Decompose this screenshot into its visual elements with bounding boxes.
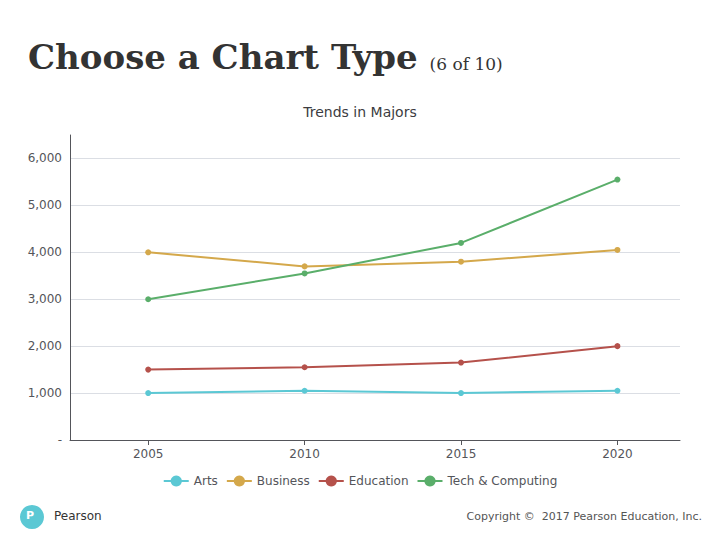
svg-text:2010: 2010	[289, 447, 320, 461]
svg-text:Arts: Arts	[194, 474, 218, 488]
svg-text:Education: Education	[349, 474, 409, 488]
svg-text:Choose a Chart Type: Choose a Chart Type	[28, 37, 418, 77]
svg-text:4,000: 4,000	[28, 245, 62, 259]
svg-text:(6 of 10): (6 of 10)	[430, 54, 503, 74]
svg-text:Trends in Majors: Trends in Majors	[302, 104, 416, 120]
svg-text:2015: 2015	[446, 447, 477, 461]
svg-text:2005: 2005	[133, 447, 164, 461]
svg-text:1,000: 1,000	[28, 386, 62, 400]
svg-text:6,000: 6,000	[28, 151, 62, 165]
svg-text:Pearson: Pearson	[54, 509, 102, 523]
svg-text:Copyright © 2017 Pearson Educ: Copyright © 2017 Pearson Education, Inc.	[467, 510, 702, 523]
svg-text:Business: Business	[257, 474, 310, 488]
svg-text:Tech & Computing: Tech & Computing	[447, 474, 558, 488]
svg-text:2020: 2020	[602, 447, 633, 461]
svg-text:P: P	[26, 509, 34, 522]
svg-text:2,000: 2,000	[28, 339, 62, 353]
svg-text:-: -	[58, 433, 62, 447]
svg-text:3,000: 3,000	[28, 292, 62, 306]
svg-text:5,000: 5,000	[28, 198, 62, 212]
